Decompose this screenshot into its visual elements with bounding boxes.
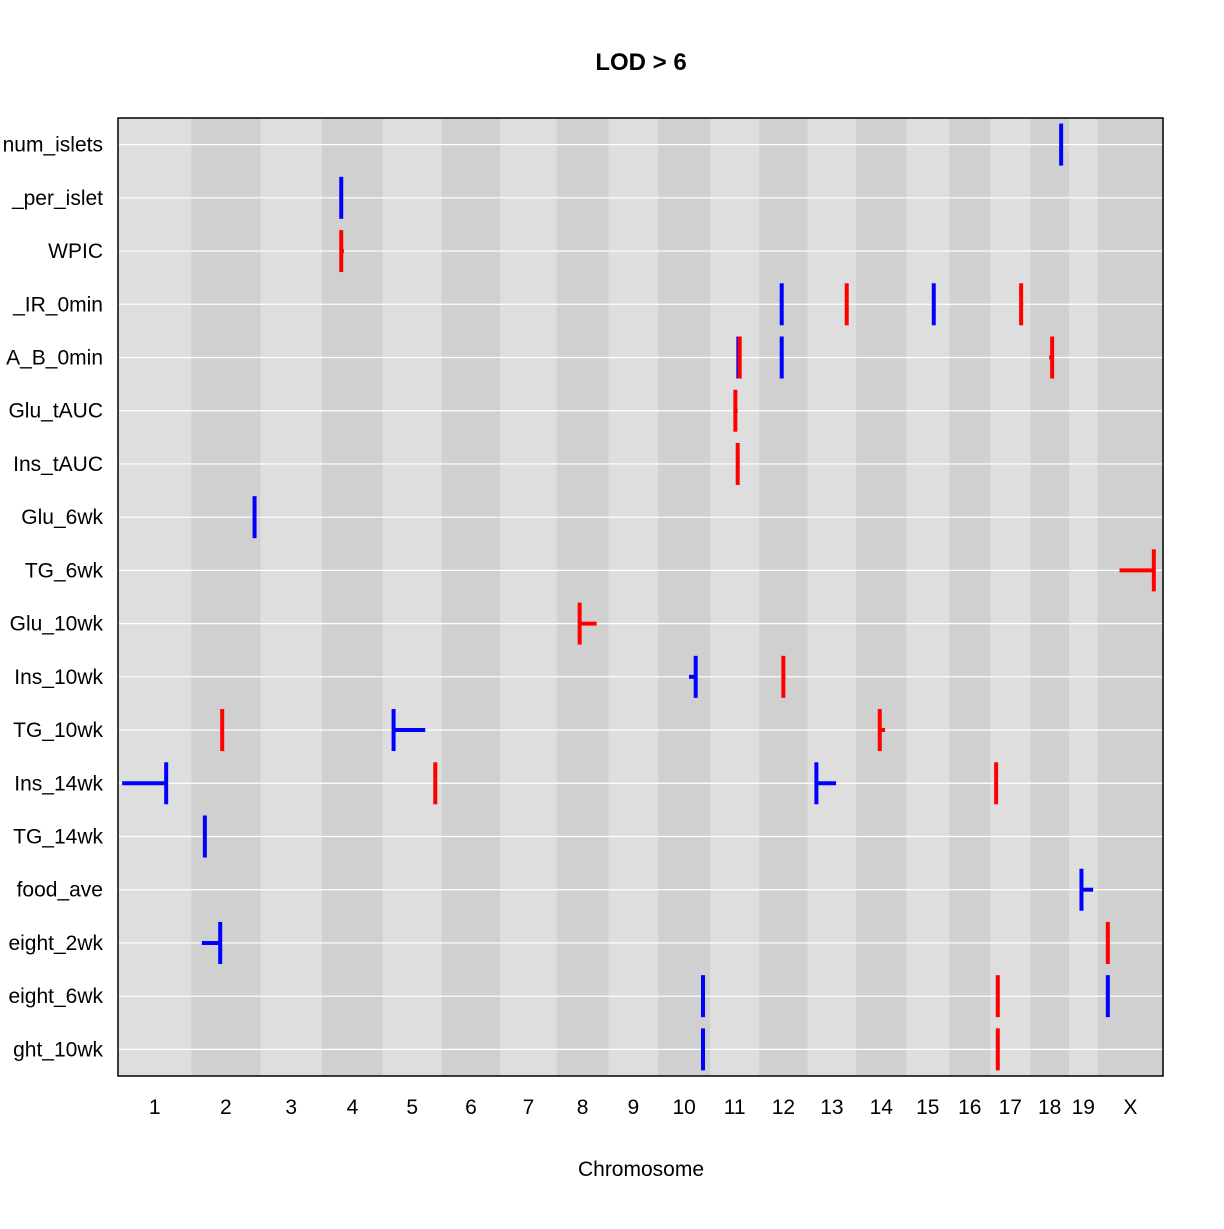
x-tick-label-10: 10 <box>673 1096 696 1119</box>
y-tick-label: ght_10wk <box>13 1038 103 1061</box>
y-tick-label: _IR_0min <box>12 293 103 316</box>
y-tick-label: TG_6wk <box>25 559 104 582</box>
y-tick-label: Ins_10wk <box>14 666 103 689</box>
qtl-mark <box>781 655 786 698</box>
qtl-mark <box>577 602 597 645</box>
chromosome-band-7 <box>500 118 558 1076</box>
qtl-mark <box>1079 868 1094 911</box>
qtl-mark <box>1119 549 1156 592</box>
x-tick-label-1: 1 <box>149 1096 161 1119</box>
x-tick-label-14: 14 <box>870 1096 894 1119</box>
x-tick-label-6: 6 <box>465 1096 477 1119</box>
y-tick-label: TG_10wk <box>13 719 103 742</box>
qtl-mark <box>1019 283 1024 326</box>
chromosome-band-8 <box>556 118 609 1076</box>
x-tick-label-3: 3 <box>285 1096 297 1119</box>
chromosome-band-1 <box>118 118 192 1076</box>
x-tick-label-8: 8 <box>577 1096 589 1119</box>
chromosome-band-15 <box>906 118 950 1076</box>
chromosome-band-17 <box>990 118 1031 1076</box>
qtl-mark <box>201 921 223 964</box>
chromosome-band-9 <box>608 118 659 1076</box>
chromosome-band-10 <box>658 118 711 1076</box>
chromosome-band-18 <box>1030 118 1070 1076</box>
chromosome-band-2 <box>191 118 261 1076</box>
y-tick-label: Glu_10wk <box>10 613 104 636</box>
x-tick-label-18: 18 <box>1038 1096 1061 1119</box>
chromosome-band-12 <box>759 118 809 1076</box>
x-tick-label-4: 4 <box>347 1096 359 1119</box>
qtl-mark <box>814 762 837 805</box>
chromosome-band-4 <box>322 118 384 1076</box>
y-tick-label: Ins_tAUC <box>13 453 103 476</box>
x-tick-label-12: 12 <box>772 1096 795 1119</box>
y-tick-label: eight_6wk <box>8 985 103 1008</box>
plot-frame <box>117 117 1164 1077</box>
qtl-mark <box>391 709 426 752</box>
x-tick-label-5: 5 <box>406 1096 418 1119</box>
y-tick-label: A_B_0min <box>6 347 103 370</box>
chromosome-band-11 <box>710 118 760 1076</box>
y-tick-labels: num_islets _per_islet WPIC _IR_0min A_B_0min… <box>3 134 104 1062</box>
x-axis-label: Chromosome <box>578 1158 704 1181</box>
chromosome-band-13 <box>807 118 857 1076</box>
x-tick-label-19: 19 <box>1072 1096 1095 1119</box>
chromosome-band-6 <box>441 118 501 1076</box>
y-tick-label: WPIC <box>48 240 103 263</box>
y-tick-label: num_islets <box>3 134 103 157</box>
x-tick-label-15: 15 <box>916 1096 939 1119</box>
y-tick-label: Glu_6wk <box>21 506 103 529</box>
x-tick-label-16: 16 <box>958 1096 981 1119</box>
chromosome-band-5 <box>382 118 443 1076</box>
qtl-mark <box>877 709 886 752</box>
x-tick-label-13: 13 <box>820 1096 843 1119</box>
x-tick-label-7: 7 <box>523 1096 535 1119</box>
x-tick-label-9: 9 <box>627 1096 639 1119</box>
qtl-mark <box>995 1028 1000 1071</box>
chromosome-band-16 <box>949 118 991 1076</box>
y-tick-label: Glu_tAUC <box>8 400 103 423</box>
qtl-mark <box>689 655 698 698</box>
chromosome-bands <box>118 118 1164 1076</box>
qtl-mark <box>122 762 169 805</box>
y-tick-label: eight_2wk <box>8 932 103 955</box>
qtl-mark <box>995 975 1000 1018</box>
gridlines <box>118 144 1163 1050</box>
y-tick-label: _per_islet <box>11 187 103 210</box>
qtl-mark <box>733 389 738 432</box>
y-tick-label: Ins_14wk <box>14 772 103 795</box>
chromosome-band-14 <box>856 118 907 1076</box>
x-tick-label-2: 2 <box>220 1096 232 1119</box>
x-tick-labels: 1 2 3 4 5 6 7 8 9 10 11 12 13 14 15 16 17 18 19 X <box>149 1096 1137 1119</box>
qtl-marks <box>122 123 1156 1071</box>
y-tick-label: food_ave <box>17 879 103 902</box>
chromosome-band-X <box>1097 118 1164 1076</box>
chart-title: LOD > 6 <box>595 49 686 76</box>
chromosome-band-19 <box>1068 118 1099 1076</box>
qtl-mark <box>1049 336 1055 379</box>
qtl-mark <box>339 230 344 273</box>
x-tick-label-X: X <box>1123 1096 1137 1119</box>
x-tick-label-17: 17 <box>999 1096 1022 1119</box>
chromosome-band-3 <box>260 118 323 1076</box>
y-tick-label: TG_14wk <box>13 826 103 849</box>
x-tick-label-11: 11 <box>724 1096 746 1119</box>
